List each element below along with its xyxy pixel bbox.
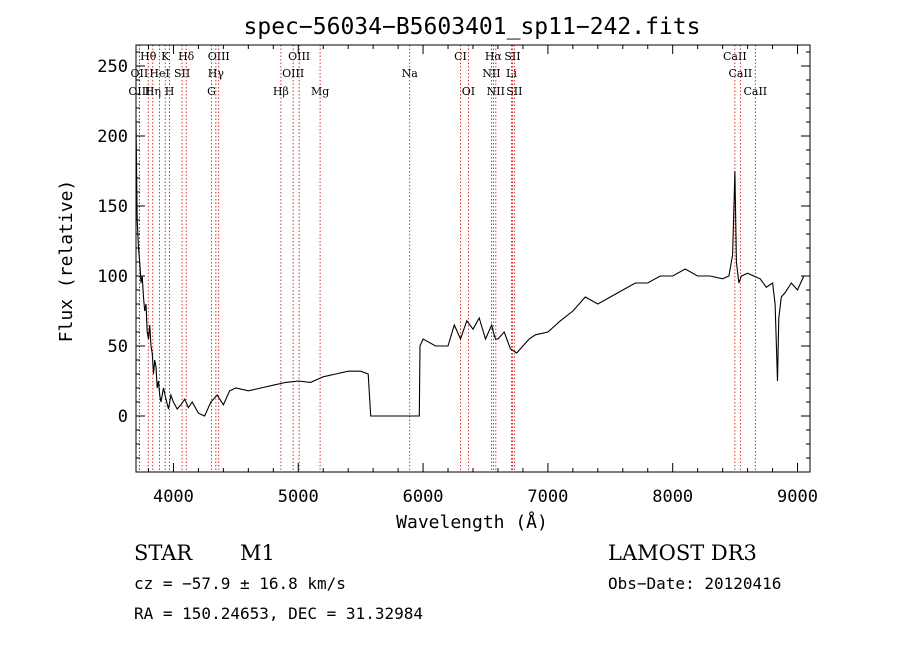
line-marker-lines [138, 45, 756, 472]
y-axis: 0 50 100 150 200 250 [97, 51, 810, 459]
line-marker-label: CaII [729, 67, 753, 80]
line-marker-label: SII [174, 67, 190, 80]
spectrum-series [135, 121, 805, 417]
y-tick-label: 50 [108, 337, 128, 357]
line-marker-label: Mg [311, 85, 329, 98]
object-class: STAR [134, 541, 193, 565]
line-marker-label: Hθ [140, 50, 157, 63]
x-tick-label: 9000 [777, 487, 818, 507]
line-marker-label: OIII [282, 67, 304, 80]
y-axis-label: Flux (relative) [56, 180, 77, 343]
x-axis-label: Wavelength (Å) [396, 511, 548, 533]
line-marker-label: OII [131, 67, 149, 80]
line-marker-label: HeI [149, 67, 169, 80]
x-tick-label: 7000 [527, 487, 568, 507]
plot-frame [135, 44, 811, 473]
chart-title: spec−56034−B5603401_sp11−242.fits [244, 14, 701, 40]
line-marker-label: NII [487, 85, 505, 98]
line-marker-label: Hδ [178, 50, 195, 63]
line-marker-label: OI [462, 85, 475, 98]
spectrum-line [135, 121, 805, 417]
survey-name: LAMOST DR3 [608, 541, 757, 565]
line-marker-label: G [207, 85, 216, 98]
line-marker-label: Na [402, 67, 419, 80]
y-tick-label: 0 [118, 407, 128, 427]
object-subclass: M1 [240, 541, 275, 565]
line-marker-label: H [165, 85, 175, 98]
line-marker-label: OIII [288, 50, 310, 63]
line-marker-label: Li [506, 67, 517, 80]
y-tick-label: 250 [97, 57, 128, 77]
line-marker-label: CaII [723, 50, 747, 63]
line-marker-label: NII [482, 67, 500, 80]
line-marker-label: CaII [743, 85, 767, 98]
line-marker-label: Hβ [273, 85, 289, 98]
x-tick-label: 4000 [153, 487, 194, 507]
redshift-text: cz = −57.9 ± 16.8 km/s [134, 574, 346, 593]
line-marker-label: CI [454, 50, 467, 63]
line-marker-label: SII [504, 50, 520, 63]
y-tick-label: 150 [97, 197, 128, 217]
line-marker-label: Hη [145, 85, 161, 98]
x-tick-label: 6000 [403, 487, 444, 507]
y-tick-label: 100 [97, 267, 128, 287]
x-tick-label: 8000 [652, 487, 693, 507]
line-marker-label: Hα [485, 50, 503, 63]
x-tick-label: 5000 [278, 487, 319, 507]
line-marker-label: SII [506, 85, 522, 98]
coordinates-text: RA = 150.24653, DEC = 31.32984 [134, 604, 423, 623]
line-marker-label: K [161, 50, 170, 63]
line-marker-label: Hγ [208, 67, 225, 80]
line-marker-label: OIII [208, 50, 230, 63]
obs-date-text: Obs−Date: 20120416 [608, 574, 781, 593]
x-axis: 4000 5000 6000 7000 8000 9000 [147, 45, 818, 507]
y-tick-label: 200 [97, 127, 128, 147]
line-marker-label: OIII [128, 85, 150, 98]
